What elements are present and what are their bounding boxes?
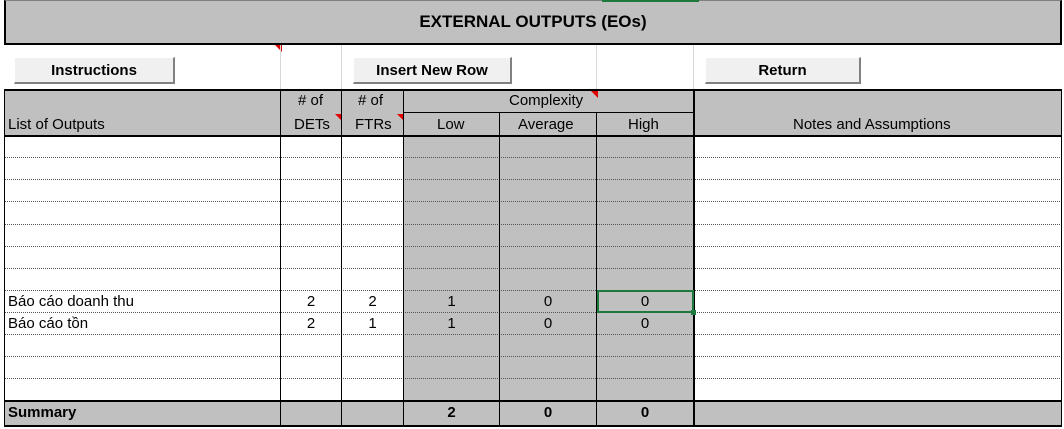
output-name-cell[interactable]: Báo cáo doanh thu [8,293,134,310]
sheet-title-cell[interactable]: EXTERNAL OUTPUTS (EOs) [4,0,1062,45]
complexity-header: Complexity [509,92,584,109]
high-cell[interactable]: 0 [640,315,650,332]
summary-label: Summary [8,404,77,421]
high-cell[interactable]: 0 [640,293,650,310]
output-name-cell[interactable]: Báo cáo tồn [8,315,89,332]
dets-header-bottom: DETs [294,116,330,133]
selected-cell-outline [597,290,694,313]
ftrs-cell[interactable]: 1 [368,315,377,332]
average-header: Average [518,116,574,133]
average-cell[interactable]: 0 [543,315,553,332]
sheet-title: EXTERNAL OUTPUTS (EOs) [419,12,647,31]
notes-header: Notes and Assumptions [793,116,951,133]
low-cell[interactable]: 1 [447,293,456,310]
fill-handle[interactable] [691,310,696,315]
comment-indicator[interactable] [397,114,404,121]
average-cell[interactable]: 0 [543,293,553,310]
summary-high[interactable]: 0 [640,404,650,421]
return-button[interactable]: Return [705,57,861,84]
ftrs-cell[interactable]: 2 [368,293,377,310]
ftrs-header-top: # of [358,92,384,109]
ftrs-header-bottom: FTRs [355,116,392,133]
header-band [4,90,1062,136]
comment-indicator[interactable] [335,114,342,121]
summary-band [4,401,1062,425]
low-header: Low [437,116,465,133]
low-cell[interactable]: 1 [447,315,456,332]
comment-indicator[interactable] [591,91,598,98]
summary-average[interactable]: 0 [543,404,553,421]
high-header: High [628,116,659,133]
dets-cell[interactable]: 2 [306,293,316,310]
dets-header-top: # of [298,92,324,109]
dets-cell[interactable]: 2 [306,315,316,332]
insert-new-row-button[interactable]: Insert New Row [353,57,512,84]
list-of-outputs-header: List of Outputs [8,116,105,133]
summary-low[interactable]: 2 [447,404,456,421]
column-highlight-mark [602,0,699,2]
comment-indicator[interactable] [275,45,282,52]
instructions-button[interactable]: Instructions [14,57,175,84]
